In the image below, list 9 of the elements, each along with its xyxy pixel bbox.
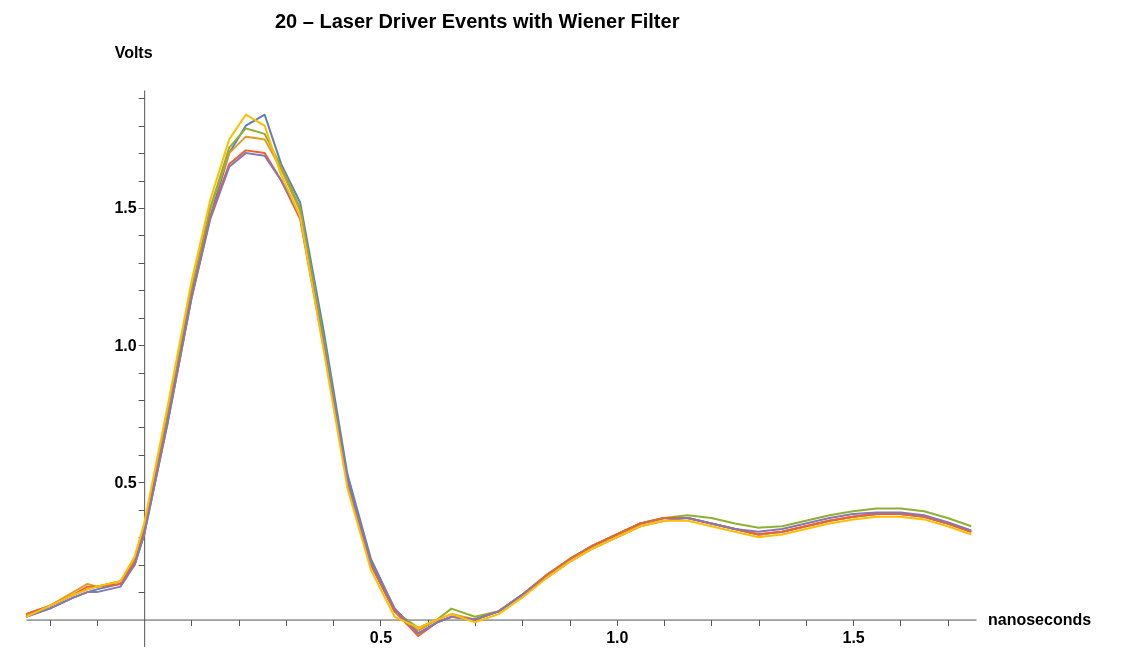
y-tick-label: 0.5: [114, 473, 137, 491]
x-axis-title: nanoseconds: [988, 609, 1092, 630]
y-tick-label: 1.5: [114, 199, 137, 217]
x-tick-label: 1.5: [842, 629, 865, 647]
x-tick-label: 1.0: [606, 629, 629, 647]
y-tick-label: 1.0: [114, 336, 137, 354]
y-axis-title: Volts: [114, 43, 153, 61]
chart-title: 20 – Laser Driver Events with Wiener Filter: [275, 10, 680, 32]
x-tick-label: 0.5: [369, 629, 393, 647]
